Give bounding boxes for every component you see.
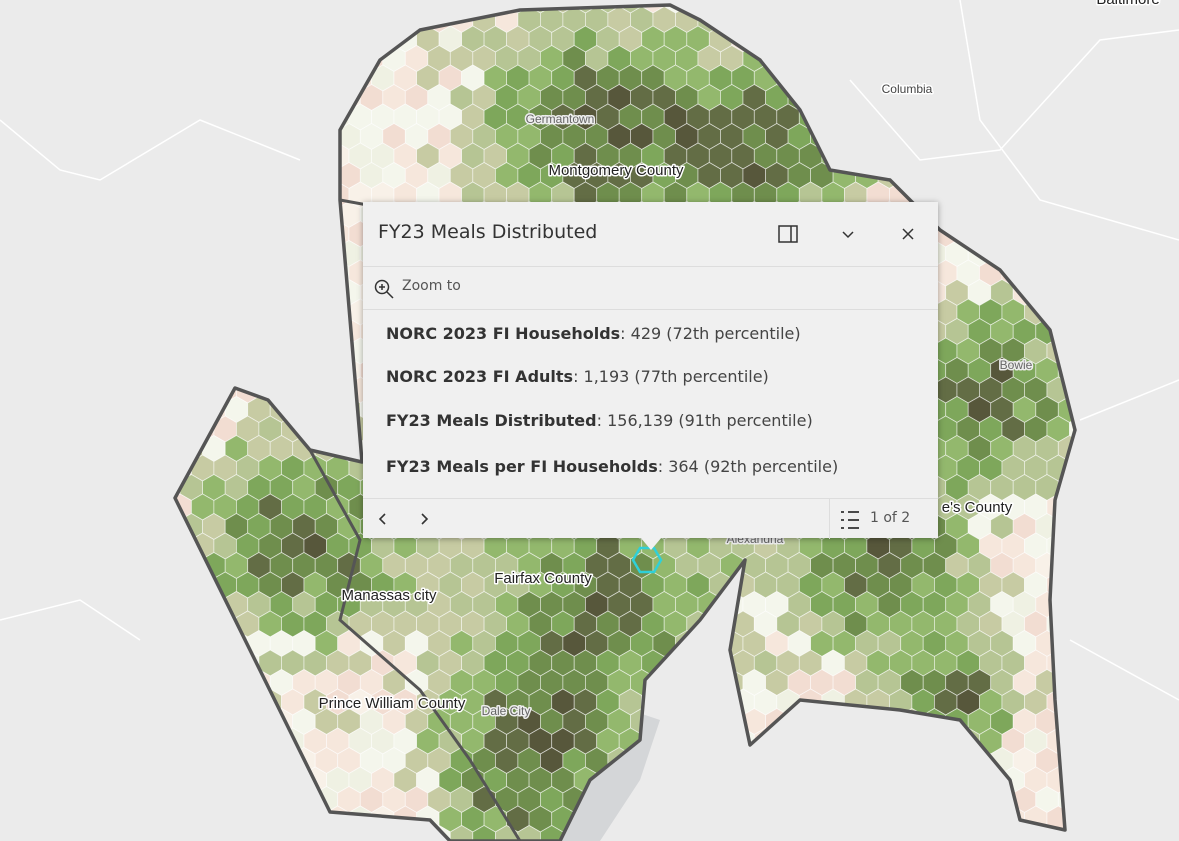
popup-field: NORC 2023 FI Households: 429 (72th perce… — [386, 324, 801, 343]
place-label: Columbia — [882, 82, 933, 96]
field-value: : 1,193 (77th percentile) — [573, 367, 769, 386]
field-value: : 364 (92th percentile) — [657, 457, 839, 476]
popup-pointer — [640, 537, 662, 550]
place-label: Prince William County — [319, 695, 466, 712]
field-label: FY23 Meals Distributed — [386, 411, 597, 430]
place-label: Germantown — [526, 112, 595, 126]
field-label: NORC 2023 FI Adults — [386, 367, 574, 386]
previous-button[interactable] — [373, 509, 393, 529]
popup-field: NORC 2023 FI Adults: 1,193 (77th percent… — [386, 367, 769, 386]
zoom-to-button[interactable]: Zoom to — [363, 267, 938, 310]
popup-footer: 1 of 2 — [363, 498, 938, 539]
selected-hex[interactable] — [631, 546, 663, 574]
popup-header: FY23 Meals Distributed — [363, 202, 938, 267]
popup: FY23 Meals Distributed Zoom to NORC 2023… — [363, 202, 938, 539]
place-label: Manassas city — [341, 587, 437, 604]
field-value: : 156,139 (91th percentile) — [596, 411, 813, 430]
zoom-icon — [374, 279, 394, 299]
hex-cell[interactable] — [1069, 415, 1093, 443]
field-value: : 429 (72th percentile) — [620, 324, 801, 343]
place-label: Baltimore — [1096, 0, 1159, 8]
zoom-text: Zoom to — [402, 278, 461, 294]
place-label: Dale City — [482, 704, 531, 718]
pager-text: 1 of 2 — [870, 510, 911, 526]
field-label: FY23 Meals per FI Households — [386, 457, 658, 476]
collapse-button[interactable] — [836, 222, 860, 246]
dock-button[interactable] — [776, 222, 800, 246]
place-label: e's County — [942, 499, 1013, 516]
popup-title: FY23 Meals Distributed — [378, 221, 598, 243]
field-label: NORC 2023 FI Households — [386, 324, 621, 343]
next-button[interactable] — [414, 509, 434, 529]
close-button[interactable] — [896, 222, 920, 246]
county-outline — [308, 449, 522, 841]
popup-field: FY23 Meals Distributed: 156,139 (91th pe… — [386, 411, 813, 430]
list-icon — [841, 511, 859, 529]
feature-list-button[interactable]: 1 of 2 — [829, 499, 939, 539]
place-label: Bowie — [1000, 358, 1033, 372]
popup-field: FY23 Meals per FI Households: 364 (92th … — [386, 457, 838, 476]
place-label: Fairfax County — [494, 570, 592, 587]
place-label: Montgomery County — [548, 162, 684, 179]
roads — [0, 0, 1179, 701]
